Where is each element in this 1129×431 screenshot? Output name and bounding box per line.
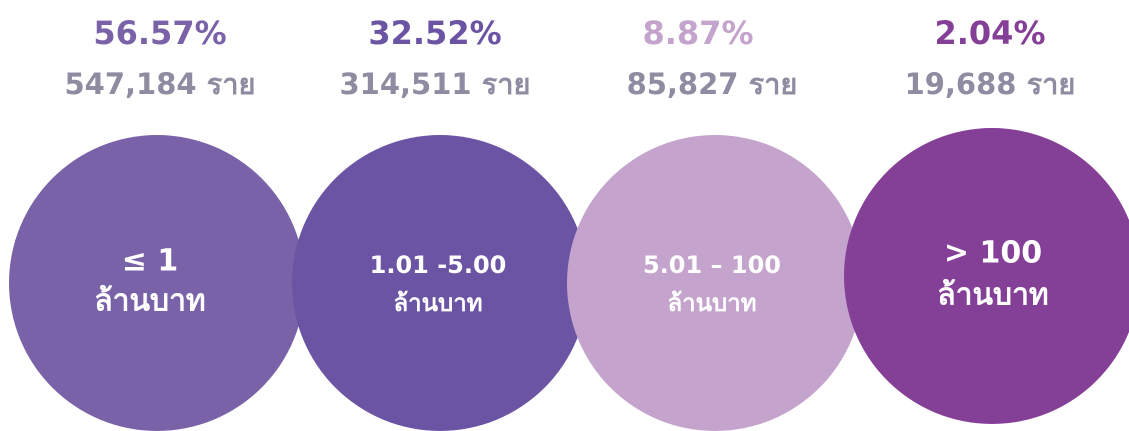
count: 19,688 ราย	[905, 67, 1076, 101]
percent: 56.57%	[93, 14, 226, 52]
circle	[567, 135, 863, 431]
count: 85,827 ราย	[627, 67, 798, 101]
circle-label: > 100	[944, 236, 1042, 271]
circle	[844, 128, 1129, 424]
circle-label: ล้านบาท	[393, 289, 482, 317]
circle-label: ล้านบาท	[667, 289, 756, 317]
circle	[292, 135, 588, 431]
circle	[9, 135, 305, 431]
percent: 8.87%	[642, 14, 753, 52]
count: 314,511 ราย	[339, 67, 530, 101]
circle-label: 5.01 – 100	[643, 251, 781, 279]
percent: 32.52%	[368, 14, 501, 52]
circle-label: 1.01 -5.00	[370, 251, 507, 279]
circle-label: ล้านบาท	[937, 278, 1048, 313]
circle-label: ล้านบาท	[94, 284, 205, 319]
percent: 2.04%	[934, 14, 1045, 52]
circle-label: ≤ 1	[122, 244, 178, 279]
count: 547,184 ราย	[64, 67, 255, 101]
